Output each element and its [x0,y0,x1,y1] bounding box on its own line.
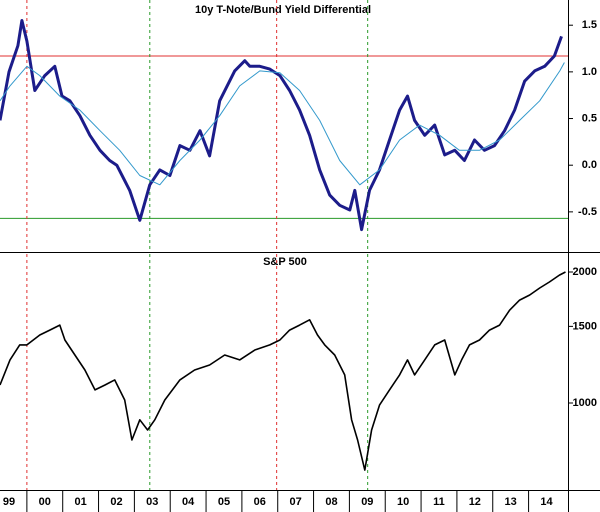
x-tick-label: 04 [182,496,195,508]
x-tick-label: 12 [469,496,481,508]
x-tick-label: 07 [290,496,302,508]
data-line [0,19,563,232]
x-tick-label: 01 [75,496,87,508]
x-tick-label: 13 [505,496,517,508]
y-tick-label: 1.0 [582,66,597,78]
data-line [0,271,566,471]
x-tick-label: 11 [433,496,445,508]
x-tick-label: 99 [3,496,15,508]
x-tick-label: 03 [146,496,158,508]
x-tick-label: 09 [361,496,373,508]
x-tick-label: 00 [39,496,51,508]
y-tick-label: 2000 [573,266,597,278]
y-tick-label: 1.5 [582,19,597,31]
x-tick-label: 08 [325,496,337,508]
y-tick-label: 0.5 [582,112,597,124]
x-tick-label: 10 [397,496,409,508]
x-tick-label: 06 [254,496,266,508]
y-tick-label: 0.0 [582,159,597,171]
chart-title: S&P 500 [263,256,307,268]
x-tick-label: 05 [218,496,230,508]
data-line [0,62,565,186]
x-tick-label: 02 [110,496,122,508]
y-tick-label: -0.5 [578,206,597,218]
y-tick-label: 1000 [573,397,597,409]
chart-title: 10y T-Note/Bund Yield Differential [195,4,371,16]
x-tick-label: 14 [540,496,553,508]
y-tick-label: 1500 [573,320,597,332]
